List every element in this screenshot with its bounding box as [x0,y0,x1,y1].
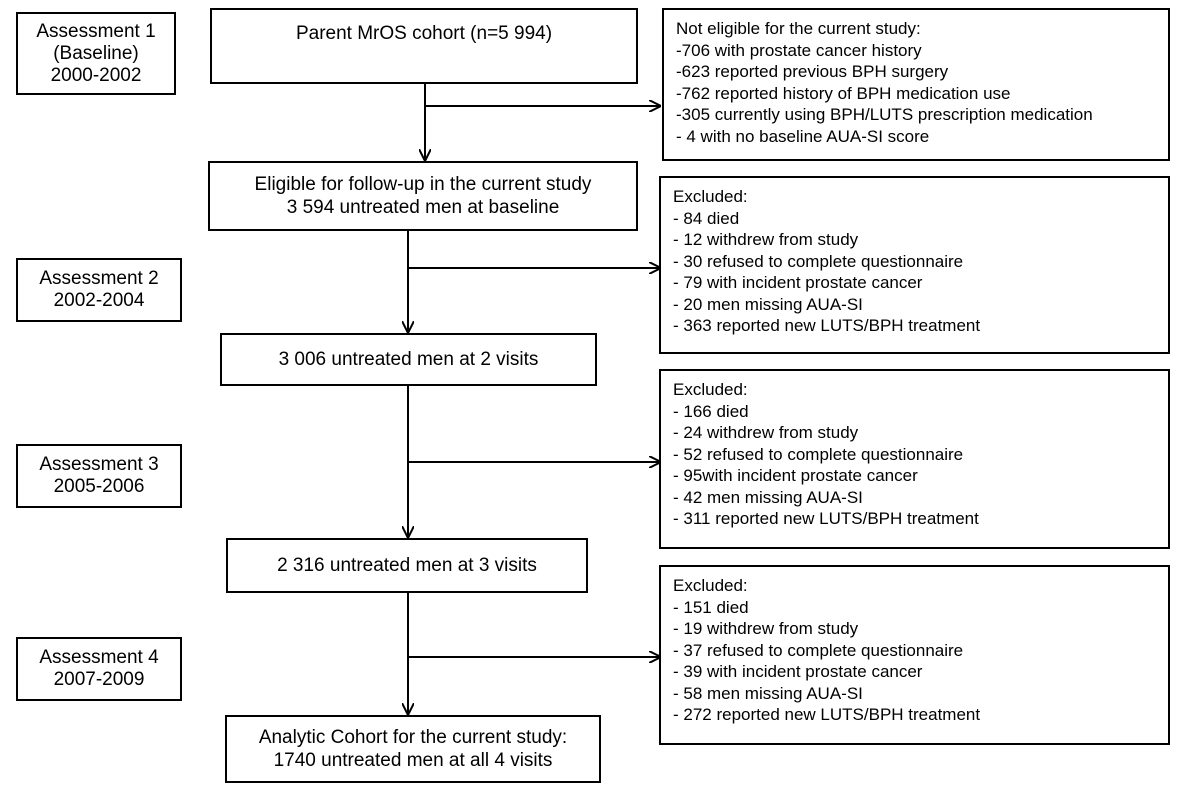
three-visits-text: 2 316 untreated men at 3 visits [277,555,537,576]
excluded-1-line-5: - 79 with incident prostate cancer [673,273,923,292]
assessment-3-line-2: 2005-2006 [53,476,145,497]
eligible-line-1: Eligible for follow-up in the current st… [254,174,592,195]
excluded-box-1: Excluded: - 84 died - 12 withdrew from s… [659,176,1170,354]
assessment-2-line-1: Assessment 2 [39,268,159,289]
assessment-4-line-1: Assessment 4 [39,647,159,668]
not-eligible-line-2: -706 with prostate cancer history [676,40,922,60]
excluded-1-line-6: - 20 men missing AUA-SI [673,294,863,314]
assessment-3-box: Assessment 3 2005-2006 [16,444,182,508]
analytic-cohort-line-1: Analytic Cohort for the current study: [258,727,568,748]
eligible-box: Eligible for follow-up in the current st… [208,161,638,231]
not-eligible-line-1: Not eligible for the current study: [676,19,921,38]
excluded-box-3: Excluded: - 151 died - 19 withdrew from … [659,565,1170,745]
parent-cohort-text: Parent MrOS cohort (n=5 994) [295,23,553,44]
analytic-cohort-box: Analytic Cohort for the current study: 1… [225,715,601,783]
excluded-1-line-3: - 12 withdrew from study [673,230,859,249]
two-visits-text: 3 006 untreated men at 2 visits [278,349,539,370]
excluded-3-line-3: - 19 withdrew from study [673,619,859,638]
assessment-1-line-1: Assessment 1 [36,20,156,42]
excluded-2-line-4: - 52 refused to complete questionnaire [673,444,964,464]
excluded-2-line-6: - 42 men missing AUA-SI [673,487,863,507]
excluded-2-line-2: - 166 died [673,401,749,421]
two-visits-box: 3 006 untreated men at 2 visits [220,333,597,386]
assessment-1-line-3: 2000-2002 [50,64,142,86]
not-eligible-box: Not eligible for the current study: -706… [662,8,1170,161]
assessment-2-box: Assessment 2 2002-2004 [16,258,182,322]
analytic-cohort-line-2: 1740 untreated men at all 4 visits [273,750,553,771]
excluded-1-line-4: - 30 refused to complete questionnaire [673,251,964,271]
excluded-2-line-7: - 311 reported new LUTS/BPH treatment [673,509,979,528]
not-eligible-line-6: - 4 with no baseline AUA-SI score [676,126,930,146]
excluded-1-line-1: Excluded: [673,187,748,206]
excluded-2-line-5: - 95with incident prostate cancer [673,466,918,485]
excluded-3-line-1: Excluded: [673,576,748,595]
excluded-box-2: Excluded: - 166 died - 24 withdrew from … [659,369,1170,549]
three-visits-box: 2 316 untreated men at 3 visits [226,538,588,593]
excluded-2-line-1: Excluded: [673,380,748,399]
assessment-1-line-2: (Baseline) [53,42,139,64]
eligible-line-2: 3 594 untreated men at baseline [286,197,560,218]
excluded-3-line-5: - 39 with incident prostate cancer [673,662,923,681]
not-eligible-line-5: -305 currently using BPH/LUTS prescripti… [676,105,1093,124]
parent-cohort-box: Parent MrOS cohort (n=5 994) [210,8,638,84]
excluded-3-line-4: - 37 refused to complete questionnaire [673,640,964,660]
excluded-3-line-7: - 272 reported new LUTS/BPH treatment [673,705,981,724]
assessment-1-box: Assessment 1 (Baseline) 2000-2002 [16,12,176,95]
assessment-4-line-2: 2007-2009 [53,669,145,690]
excluded-3-line-2: - 151 died [673,597,749,617]
excluded-1-line-2: - 84 died [673,208,740,228]
not-eligible-line-4: -762 reported history of BPH medication … [676,83,1011,103]
not-eligible-line-3: -623 reported previous BPH surgery [676,62,949,81]
excluded-2-line-3: - 24 withdrew from study [673,423,859,442]
excluded-3-line-6: - 58 men missing AUA-SI [673,683,863,703]
excluded-1-line-7: - 363 reported new LUTS/BPH treatment [673,316,981,335]
assessment-3-line-1: Assessment 3 [39,454,159,475]
assessment-4-box: Assessment 4 2007-2009 [16,637,182,701]
assessment-2-line-2: 2002-2004 [53,290,145,311]
